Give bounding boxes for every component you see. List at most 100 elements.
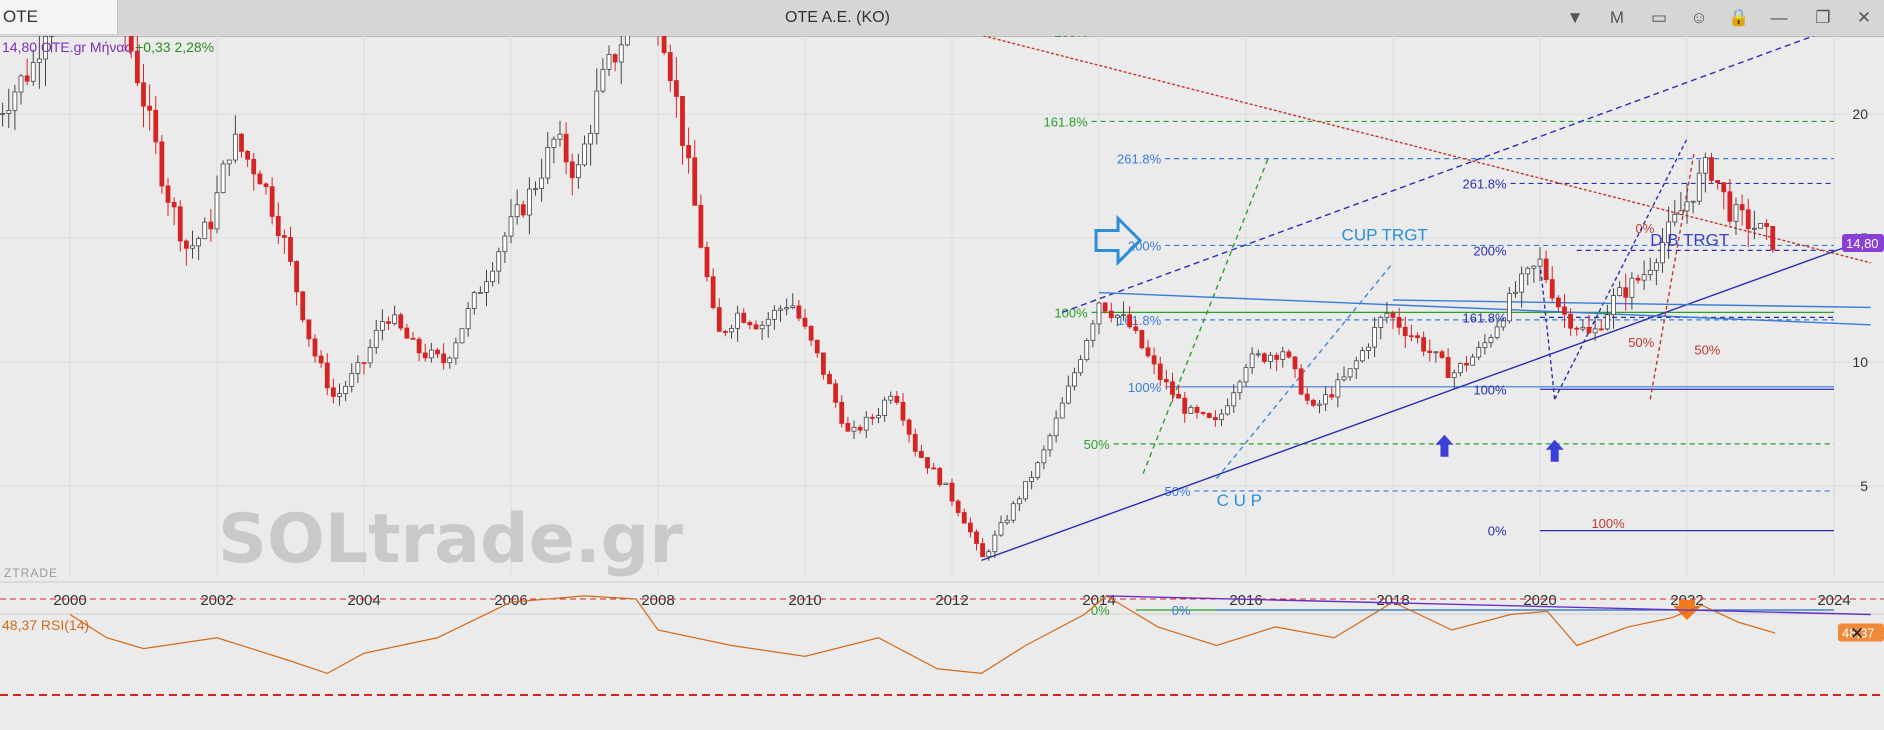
candle-body — [1335, 379, 1341, 398]
candle-body — [361, 362, 367, 365]
minimize-icon[interactable]: — — [1770, 8, 1788, 27]
candle-body — [1029, 477, 1035, 482]
candle-body — [269, 186, 275, 217]
candle-body — [937, 467, 943, 485]
candle-body — [1592, 328, 1598, 334]
x-tick-label: 2018 — [1376, 592, 1409, 609]
chart-area[interactable]: 123.6%423.6%200%161.8%261.8%261.8%200%20… — [0, 36, 1884, 730]
candle-body — [1451, 372, 1457, 379]
candle-body — [747, 322, 753, 326]
candle-body — [1090, 323, 1096, 341]
candle-body — [1243, 367, 1249, 383]
candle-body — [245, 150, 251, 160]
candle-body — [974, 531, 979, 544]
candle-body — [1035, 462, 1041, 478]
candle-body — [1212, 417, 1218, 421]
candle-body — [710, 276, 716, 308]
candle-body — [465, 308, 471, 330]
candle-body — [1470, 356, 1476, 366]
candle-body — [1359, 350, 1365, 362]
candle-body — [312, 338, 318, 357]
rsi-last-label: 48,37 — [1842, 625, 1875, 640]
candle-body — [986, 551, 992, 558]
candle-body — [1611, 295, 1616, 316]
lock-icon[interactable]: 🔒 — [1728, 8, 1750, 27]
up-arrow-icon — [1435, 434, 1454, 457]
x-tick-label: 2004 — [347, 592, 380, 609]
candle-body — [12, 91, 18, 111]
candle-body — [1678, 210, 1684, 215]
x-tick-label: 2002 — [200, 592, 233, 609]
candle-body — [1206, 413, 1212, 418]
candle-body — [943, 482, 949, 485]
candle-body — [471, 292, 477, 310]
candle-body — [514, 204, 520, 218]
fib-label: 100% — [1473, 382, 1507, 397]
resistance-line — [981, 36, 1871, 264]
face-icon[interactable]: ☺ — [1690, 8, 1708, 27]
candle-body — [392, 314, 398, 324]
candle-body — [563, 133, 569, 163]
candle-body — [196, 238, 202, 247]
candle-body — [1433, 351, 1439, 354]
close-icon[interactable]: ✕ — [1856, 8, 1872, 27]
dropdown-button[interactable]: ▼ — [1566, 8, 1584, 27]
symbol-field[interactable]: OTE — [0, 0, 118, 34]
candle-body — [1537, 258, 1543, 267]
candle-body — [1372, 327, 1378, 348]
red-fib-label: 50% — [1694, 343, 1720, 358]
candle-body — [1525, 267, 1531, 275]
candle-body — [557, 133, 563, 140]
candle-body — [1421, 337, 1427, 352]
candle-body — [1102, 302, 1108, 312]
candle-body — [1231, 392, 1237, 407]
candle-body — [814, 339, 820, 354]
candle-body — [1304, 393, 1310, 401]
candle-body — [845, 422, 851, 432]
fib-label: 200% — [1473, 243, 1507, 258]
candle-body — [1415, 335, 1420, 339]
fib-levels: 123.6%423.6%200%161.8%261.8%261.8%200%20… — [1044, 36, 1834, 618]
candle-body — [1323, 394, 1329, 405]
candle-body — [324, 362, 330, 389]
candle-body — [306, 319, 312, 340]
candle-body — [294, 261, 300, 293]
candle-body — [906, 419, 912, 435]
candle-body — [36, 58, 42, 63]
candle-body — [1347, 368, 1353, 378]
candle-body — [692, 157, 698, 206]
candle-body — [961, 512, 967, 524]
grid — [0, 36, 1884, 615]
candle-body — [183, 240, 189, 249]
candle-body — [1476, 347, 1482, 358]
candle-body — [722, 331, 728, 333]
red-fib-label: 100% — [1591, 516, 1625, 531]
candle-body — [1065, 385, 1071, 404]
period-m-button[interactable]: M — [1609, 8, 1625, 27]
x-tick-label: 2010 — [788, 592, 821, 609]
candle-body — [1194, 407, 1200, 413]
trendlines — [981, 36, 1871, 562]
candle-body — [441, 353, 447, 364]
candle-body — [820, 352, 826, 375]
candle-body — [980, 543, 986, 558]
restore-icon[interactable]: ❐ — [1815, 8, 1831, 27]
candle-body — [134, 50, 140, 84]
candle-body — [765, 318, 771, 326]
candle-body — [453, 342, 459, 359]
candle-body — [827, 373, 832, 385]
x-tick-label: 2000 — [53, 592, 86, 609]
cup-target-label: CUP TRGT — [1342, 225, 1428, 244]
candle-body — [1016, 498, 1022, 505]
candle-body — [545, 147, 551, 179]
candle-body — [1200, 412, 1206, 414]
candle-body — [1586, 326, 1592, 334]
candle-body — [1286, 351, 1292, 358]
candle-body — [680, 95, 685, 146]
candle-body — [1482, 342, 1488, 348]
close-rsi-icon[interactable]: ✕ — [1850, 624, 1865, 643]
candle-body — [1133, 326, 1139, 331]
candle-body — [1439, 351, 1445, 358]
candle-body — [435, 349, 440, 355]
layout-icon[interactable]: ▭ — [1650, 8, 1668, 27]
